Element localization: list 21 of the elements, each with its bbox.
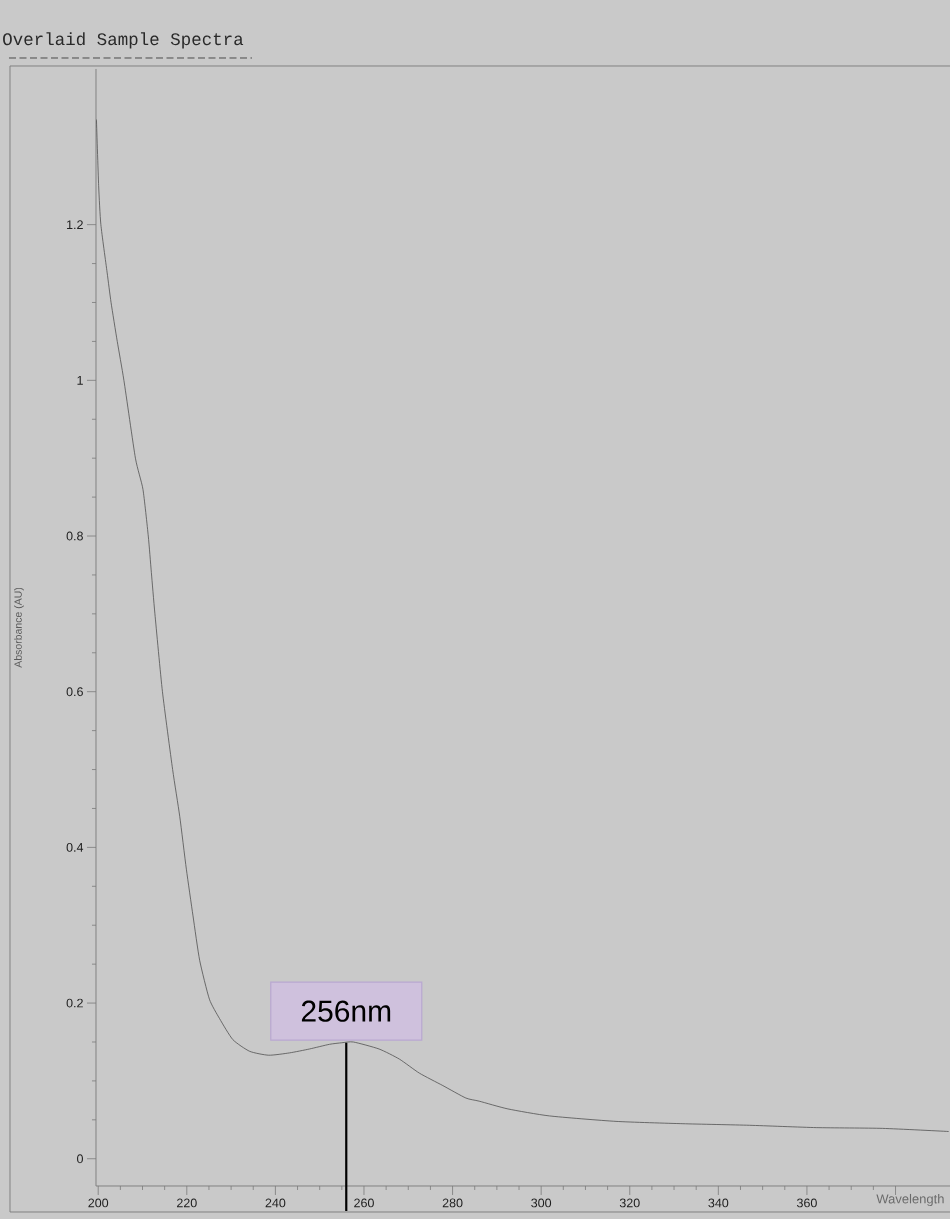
x-tick-label: 260 xyxy=(354,1198,374,1208)
x-tick-label: 220 xyxy=(177,1198,197,1208)
y-tick-label: 1 xyxy=(77,376,83,385)
y-tick-label: 0.8 xyxy=(66,531,83,541)
y-tick-label: 0 xyxy=(77,1154,83,1164)
y-tick-label: 0.2 xyxy=(66,998,83,1008)
x-tick-label: 280 xyxy=(442,1198,463,1208)
y-tick-label: 0.6 xyxy=(66,687,83,697)
line-series xyxy=(96,119,950,1132)
chart-title: Overlaid Sample Spectra xyxy=(3,32,244,49)
x-tick-label: 340 xyxy=(708,1198,729,1208)
x-axis-title: Wavelength xyxy=(876,1193,944,1207)
x-tick-label: 200 xyxy=(88,1198,109,1208)
x-tick-label: 300 xyxy=(531,1198,552,1208)
x-tick-label: 360 xyxy=(796,1198,817,1208)
y-tick-label: 1.2 xyxy=(67,220,83,230)
x-tick-label: 240 xyxy=(265,1198,286,1208)
y-tick-label: 0.4 xyxy=(66,842,84,852)
y-axis-title: Absorbance (AU) xyxy=(14,587,24,668)
annotation: 256nm xyxy=(301,1000,391,1022)
x-tick-label: 320 xyxy=(619,1198,640,1208)
